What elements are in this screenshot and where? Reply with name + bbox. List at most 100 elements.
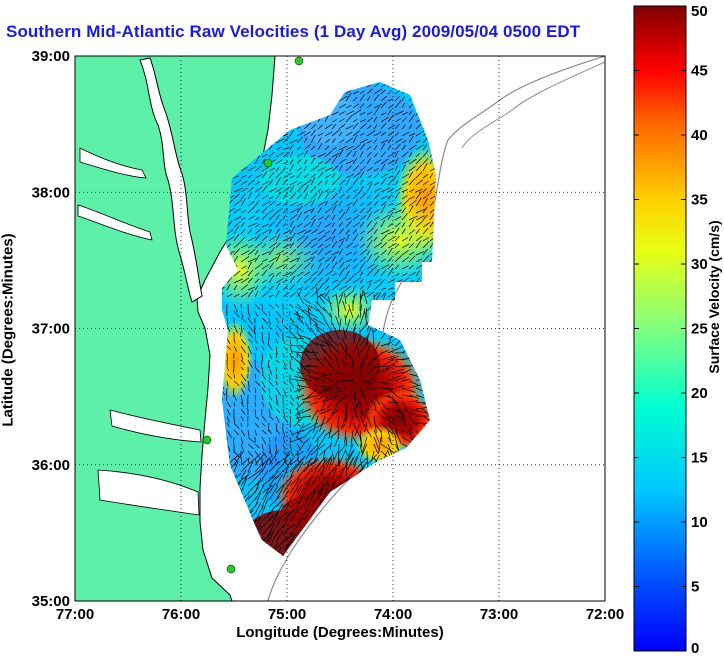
velocity-vector <box>282 292 290 298</box>
velocity-vector <box>345 165 352 172</box>
velocity-vector <box>352 258 358 263</box>
velocity-vector <box>226 422 230 427</box>
velocity-vector <box>226 229 234 235</box>
velocity-vector <box>422 180 429 186</box>
velocity-vector <box>366 254 372 263</box>
velocity-vector <box>387 98 394 102</box>
velocity-vector <box>233 436 235 444</box>
velocity-vector <box>310 145 316 151</box>
velocity-vector <box>331 255 337 263</box>
velocity-vector <box>373 394 381 405</box>
velocity-vector <box>247 222 258 228</box>
velocity-vector <box>338 164 343 172</box>
velocity-vector <box>289 366 294 372</box>
velocity-vector <box>373 352 383 361</box>
velocity-vector <box>261 223 269 228</box>
velocity-vector <box>247 179 256 186</box>
velocity-vector <box>352 325 356 340</box>
velocity-vector <box>289 151 294 158</box>
velocity-vector <box>317 248 324 256</box>
velocity-vector <box>401 160 410 165</box>
velocity-vector <box>394 143 401 151</box>
velocity-vector <box>317 456 326 466</box>
velocity-vector <box>415 191 422 200</box>
velocity-vector <box>240 174 247 179</box>
velocity-vector <box>380 101 387 109</box>
velocity-vector <box>366 355 377 368</box>
velocity-vector <box>261 380 266 388</box>
velocity-vector <box>331 467 337 480</box>
velocity-vector <box>247 380 250 388</box>
velocity-vector <box>289 345 293 355</box>
velocity-vector <box>352 455 358 466</box>
velocity-vector <box>240 284 249 291</box>
velocity-vector <box>233 175 239 179</box>
velocity-vector <box>240 387 246 395</box>
velocity-vector <box>387 208 396 214</box>
velocity-vector <box>345 92 352 102</box>
velocity-vector <box>261 485 272 501</box>
velocity-vector <box>345 114 353 123</box>
velocity-vector <box>387 263 394 270</box>
velocity-vector <box>254 469 264 480</box>
velocity-vector <box>317 180 323 186</box>
velocity-vector <box>387 422 397 438</box>
velocity-vector <box>401 124 407 130</box>
velocity-vector <box>373 159 382 165</box>
velocity-vector <box>352 172 361 179</box>
velocity-vector <box>303 200 312 207</box>
velocity-vector <box>352 222 360 228</box>
velocity-vector <box>296 338 298 344</box>
velocity-vector <box>331 401 340 416</box>
velocity-vector <box>289 269 297 277</box>
velocity-vector <box>254 278 260 284</box>
velocity-vector <box>338 111 346 116</box>
velocity-vector <box>317 216 324 221</box>
velocity-vector <box>303 509 311 522</box>
velocity-vector <box>233 255 239 263</box>
velocity-vector <box>324 230 331 235</box>
velocity-vector <box>261 509 274 522</box>
velocity-vector <box>261 387 267 393</box>
velocity-vector <box>303 494 310 508</box>
velocity-vector <box>275 218 283 228</box>
velocity-vector <box>275 166 280 172</box>
velocity-vector <box>331 119 337 123</box>
velocity-vector <box>261 436 267 445</box>
velocity-vector <box>268 228 272 235</box>
velocity-vector <box>261 443 264 451</box>
velocity-vector <box>275 177 282 186</box>
velocity-vector <box>226 401 232 408</box>
velocity-vector <box>401 199 410 207</box>
velocity-vector <box>268 303 275 310</box>
velocity-vector <box>311 350 319 361</box>
velocity-vector <box>387 335 393 347</box>
velocity-vector <box>401 273 408 277</box>
velocity-vector <box>380 229 390 235</box>
velocity-vector <box>324 207 334 214</box>
velocity-vector <box>233 394 237 401</box>
velocity-vector <box>275 228 280 235</box>
velocity-vector <box>345 206 350 214</box>
velocity-vector <box>373 153 378 158</box>
velocity-vector <box>275 317 279 324</box>
velocity-vector <box>401 415 406 424</box>
velocity-vector <box>380 177 387 186</box>
velocity-vector <box>359 207 366 214</box>
velocity-vector <box>232 387 235 397</box>
velocity-vector <box>317 171 324 179</box>
colorbar-tick-label: 25 <box>691 321 708 338</box>
velocity-vector <box>359 443 363 454</box>
velocity-vector <box>247 486 260 501</box>
velocity-vector <box>289 192 297 200</box>
colorbar-tick-label: 30 <box>691 256 708 273</box>
velocity-vector <box>296 271 304 277</box>
velocity-vector <box>240 380 246 388</box>
velocity-vector <box>247 174 253 179</box>
velocity-vector <box>268 235 277 242</box>
velocity-vector <box>352 436 359 447</box>
velocity-vector <box>268 380 274 387</box>
velocity-vector <box>338 145 347 151</box>
x-tick-label: 76:00 <box>162 606 200 623</box>
velocity-vector <box>359 271 364 277</box>
